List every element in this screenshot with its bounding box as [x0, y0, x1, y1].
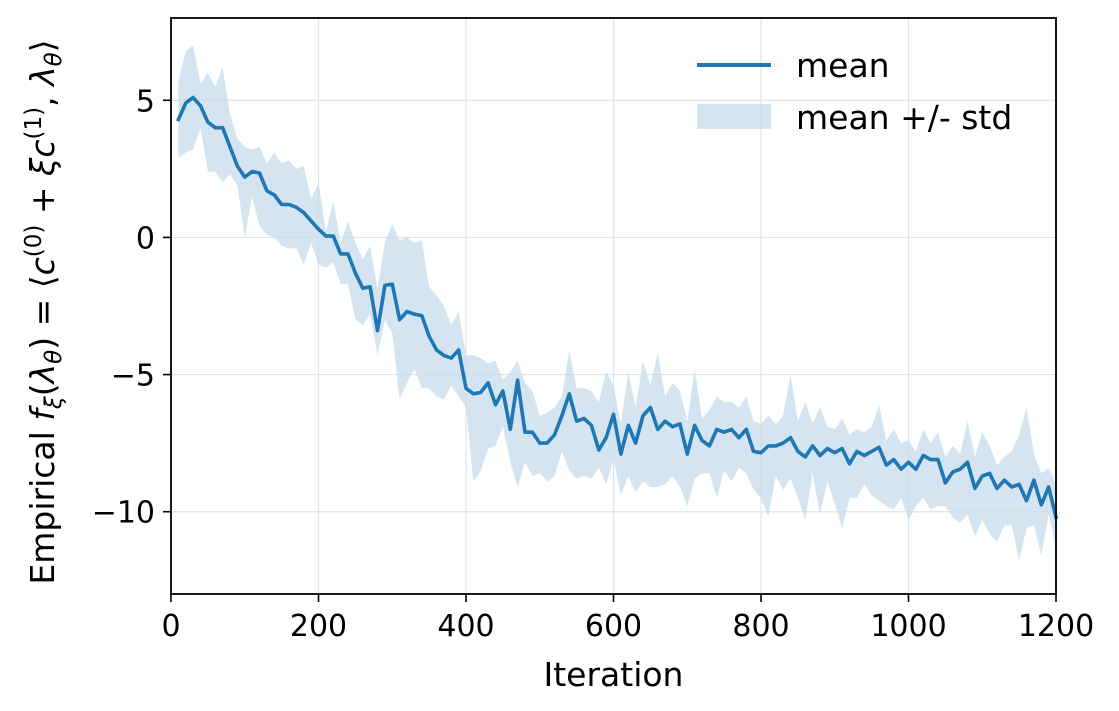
x-tick-label: 1200 — [1018, 609, 1094, 644]
x-tick-label: 1000 — [870, 609, 946, 644]
y-label-prefix: Empirical — [23, 421, 62, 585]
y-label-c0-sup: (0) — [21, 225, 47, 258]
y-label-f-sub: ξ — [41, 396, 67, 410]
x-tick-label: 400 — [437, 609, 494, 644]
y-label-plus: + — [23, 176, 62, 225]
x-tick-label: 200 — [290, 609, 347, 644]
y-label-c1: c — [23, 139, 62, 157]
legend-swatch-std-band — [697, 104, 771, 129]
y-label-lambda: λ — [23, 364, 62, 386]
y-axis-label: Empirical fξ(λθ) = ⟨c(0) + ξc(1), λθ⟩ — [21, 39, 67, 584]
y-label-lambda-sub: θ — [41, 350, 67, 364]
y-tick-label: 5 — [136, 84, 155, 119]
y-label-comma: , — [23, 86, 62, 107]
x-tick-label: 0 — [161, 609, 180, 644]
y-label-paren-open: ( — [23, 383, 62, 396]
mean-series-line — [176, 95, 1059, 520]
y-label-c1-sup: (1) — [21, 107, 47, 140]
std-band-layer — [178, 45, 1056, 562]
y-label-lambda2-sub: θ — [41, 52, 67, 66]
y-tick-label: 0 — [136, 221, 155, 256]
tick-layer: 0 200 400 600 800 1000 1200 5 0 −5 −10 — [92, 84, 1094, 644]
x-axis-label: Iteration — [544, 655, 684, 694]
mean-line-layer — [176, 95, 1059, 520]
y-label-paren-close: ) = ⟨ — [23, 275, 62, 349]
y-label-c0: c — [23, 257, 62, 275]
legend-label-mean: mean — [796, 46, 890, 85]
y-label-lambda2: λ — [23, 66, 62, 88]
x-tick-label: 800 — [732, 609, 789, 644]
y-tick-label: −10 — [92, 496, 155, 531]
legend: mean mean +/- std — [697, 46, 1012, 137]
x-tick-label: 600 — [585, 609, 642, 644]
y-label-xi: ξ — [23, 157, 62, 177]
legend-label-std-band: mean +/- std — [796, 98, 1012, 137]
y-label-close: ⟩ — [23, 39, 62, 52]
y-tick-label: −5 — [111, 359, 155, 394]
grid-layer — [170, 18, 1057, 594]
std-band-area — [178, 45, 1056, 562]
